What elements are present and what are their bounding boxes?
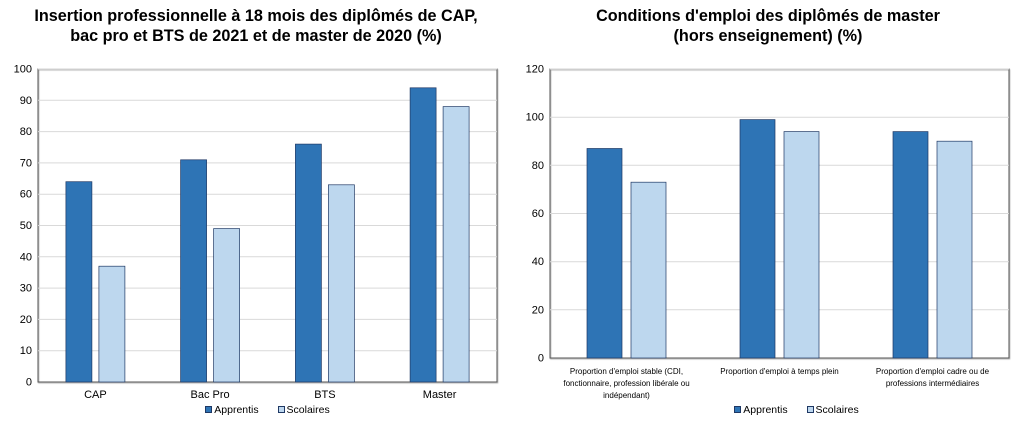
svg-text:40: 40 [532, 256, 544, 268]
svg-text:80: 80 [532, 160, 544, 172]
svg-text:0: 0 [538, 353, 544, 365]
svg-text:100: 100 [526, 112, 544, 124]
svg-text:indépendant): indépendant) [603, 391, 650, 400]
svg-text:Bac Pro: Bac Pro [191, 389, 230, 401]
svg-text:40: 40 [20, 251, 32, 263]
svg-text:90: 90 [20, 95, 32, 107]
svg-text:50: 50 [20, 220, 32, 232]
svg-text:100: 100 [14, 64, 32, 76]
svg-text:60: 60 [532, 208, 544, 220]
svg-text:Master: Master [423, 389, 457, 401]
svg-text:80: 80 [20, 126, 32, 138]
svg-text:20: 20 [20, 314, 32, 326]
svg-text:fonctionnaire, profession libé: fonctionnaire, profession libérale ou [563, 379, 689, 388]
svg-text:0: 0 [26, 377, 32, 389]
svg-text:Proportion d'emploi à temps pl: Proportion d'emploi à temps plein [720, 367, 838, 376]
svg-text:professions intermédiaires: professions intermédiaires [886, 379, 979, 388]
svg-text:Proportion d'emploi cadre ou d: Proportion d'emploi cadre ou de [876, 367, 990, 376]
svg-text:BTS: BTS [314, 389, 335, 401]
svg-text:30: 30 [20, 283, 32, 295]
svg-text:10: 10 [20, 345, 32, 357]
svg-text:Proportion d'emploi stable (CD: Proportion d'emploi stable (CDI, [570, 367, 683, 376]
svg-text:70: 70 [20, 157, 32, 169]
svg-text:20: 20 [532, 304, 544, 316]
svg-text:CAP: CAP [84, 389, 107, 401]
svg-text:60: 60 [20, 189, 32, 201]
svg-text:120: 120 [526, 64, 544, 76]
